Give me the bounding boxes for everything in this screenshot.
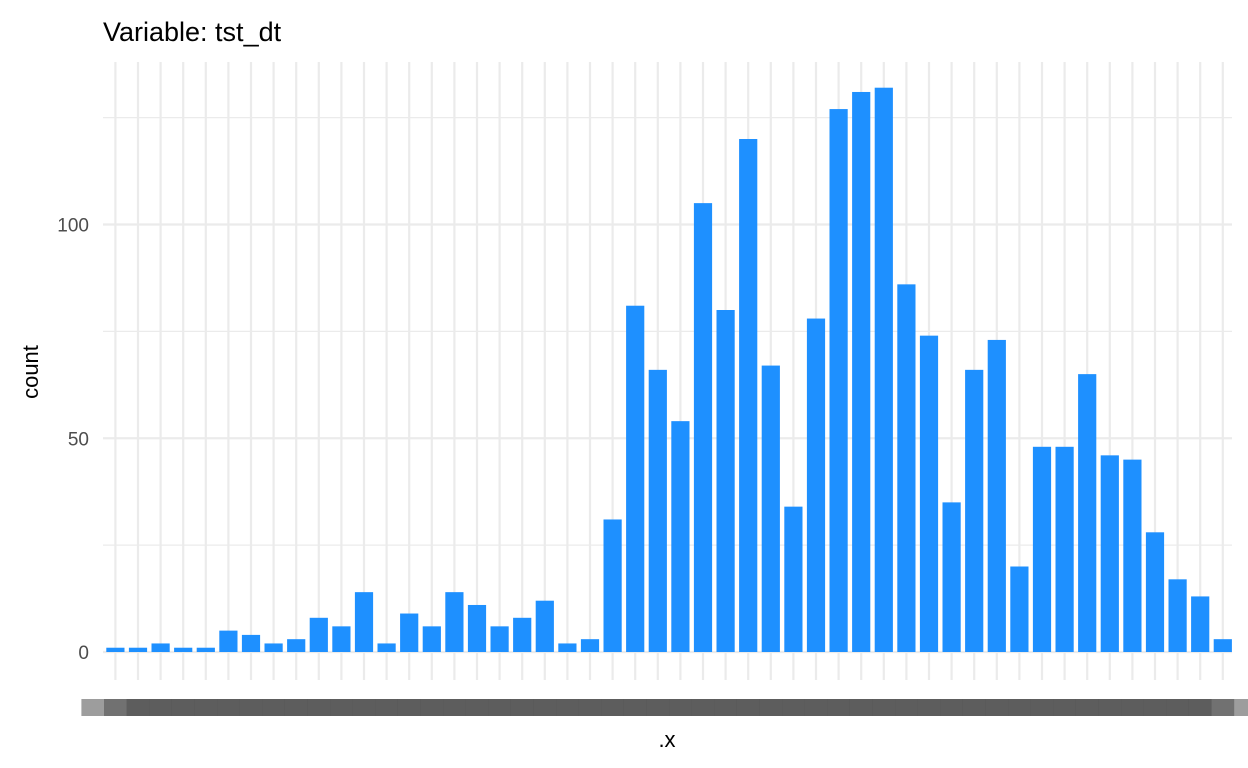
bar [1213,639,1232,652]
bar [174,647,193,652]
y-tick-label: 50 [68,429,89,450]
bar [1055,446,1074,652]
bar [784,506,803,652]
bar [1145,532,1165,652]
bar [671,421,690,652]
bars [106,87,1232,653]
bar [1123,459,1142,652]
bar [626,305,645,652]
bar [761,365,780,652]
bar [1191,596,1210,652]
bar [1168,579,1187,652]
bar [919,335,939,652]
bar [942,502,961,652]
x-tick-labels [81,699,1248,716]
bar [1010,566,1029,652]
bar [287,639,306,652]
bar [377,643,396,652]
bar [897,284,916,652]
y-tick-labels: 0 50 100 [57,216,89,665]
bar [829,109,848,652]
bar [106,647,125,652]
y-axis-title: count [18,345,43,399]
bar [264,643,283,652]
bar [354,592,374,652]
bar [467,604,487,652]
bar [806,318,826,652]
bar [580,639,600,652]
x-axis-title: .x [658,727,675,752]
bar [490,626,509,652]
bar [332,626,351,652]
x-tick-label [1188,699,1248,716]
bar [445,592,464,652]
bar [603,519,622,652]
bar [965,369,984,652]
bar [874,87,893,652]
bar [241,634,261,652]
bar [716,310,735,652]
bar [196,647,215,652]
bar [219,630,238,652]
bar [852,91,871,653]
bar [309,617,328,652]
bar [739,139,758,652]
bar [558,643,577,652]
bar [151,643,170,652]
bar [1100,455,1119,652]
bar [535,600,554,652]
y-tick-label: 0 [78,643,89,664]
bar [1078,374,1097,652]
y-tick-label: 100 [57,216,89,237]
bar [1032,446,1052,652]
bar [987,339,1006,652]
bar [513,617,532,652]
chart-title: Variable: tst_dt [103,17,282,47]
bar [400,613,419,652]
bar [128,647,148,652]
bar [422,626,441,652]
bar [648,369,667,652]
bar [693,203,713,652]
